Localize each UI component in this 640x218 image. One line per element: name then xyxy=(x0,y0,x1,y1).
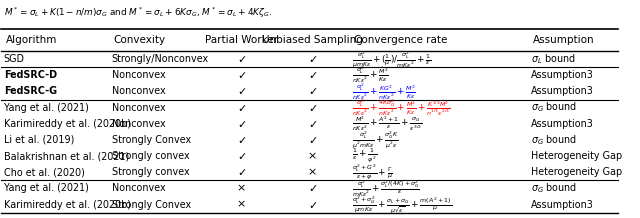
Text: Algorithm: Algorithm xyxy=(6,35,57,45)
Text: Assumption: Assumption xyxy=(533,35,595,45)
Text: Nonconvex: Nonconvex xyxy=(112,103,166,113)
Text: Strongly Convex: Strongly Convex xyxy=(112,200,191,209)
Text: Assumption3: Assumption3 xyxy=(531,70,594,80)
Text: $\checkmark$: $\checkmark$ xyxy=(237,119,246,129)
Text: FedSRC-D: FedSRC-D xyxy=(4,70,57,80)
Text: Cho et al. (2020): Cho et al. (2020) xyxy=(4,167,84,177)
Text: Partial Worker: Partial Worker xyxy=(205,35,278,45)
Text: $\frac{1}{\epsilon} + \frac{1}{\varphi^2}$: $\frac{1}{\epsilon} + \frac{1}{\varphi^2… xyxy=(353,147,378,165)
Text: $\times$: $\times$ xyxy=(307,167,317,177)
Text: $\frac{\sigma_L^2}{nK\epsilon^2} + \frac{4K\sigma_G^2}{nK\epsilon^2} + \frac{\do: $\frac{\sigma_L^2}{nK\epsilon^2} + \frac… xyxy=(353,97,451,118)
Text: Convexity: Convexity xyxy=(113,35,166,45)
Text: Nonconvex: Nonconvex xyxy=(112,119,166,129)
Text: $\sigma_G$ bound: $\sigma_G$ bound xyxy=(531,133,577,147)
Text: $\checkmark$: $\checkmark$ xyxy=(237,86,246,96)
Text: Assumption3: Assumption3 xyxy=(531,200,594,209)
Text: $\checkmark$: $\checkmark$ xyxy=(308,70,317,80)
Text: Convergence rate: Convergence rate xyxy=(354,35,447,45)
Text: Strongly Convex: Strongly Convex xyxy=(112,135,191,145)
Text: Unbiased Sampling: Unbiased Sampling xyxy=(262,35,363,45)
Text: $\checkmark$: $\checkmark$ xyxy=(308,86,317,96)
Text: $\frac{\sigma_L^2}{\mu m K\epsilon} + (\frac{1}{\mu}) / \frac{\sigma_L^2}{mK\eps: $\frac{\sigma_L^2}{\mu m K\epsilon} + (\… xyxy=(353,49,431,69)
Text: $\checkmark$: $\checkmark$ xyxy=(308,119,317,129)
Text: $\checkmark$: $\checkmark$ xyxy=(237,103,246,113)
Text: Karimireddy et al. (2020b): Karimireddy et al. (2020b) xyxy=(4,119,131,129)
Text: $\checkmark$: $\checkmark$ xyxy=(308,103,317,113)
Text: Karimireddy et al. (2020b): Karimireddy et al. (2020b) xyxy=(4,200,131,209)
Text: $\frac{\sigma_L^2}{mK\epsilon^2} + \frac{\sigma_L^2/(4K)+\sigma_G^2}{\epsilon}$: $\frac{\sigma_L^2}{mK\epsilon^2} + \frac… xyxy=(353,178,420,199)
Text: $\times$: $\times$ xyxy=(236,183,246,194)
Text: $\sigma_G$ bound: $\sigma_G$ bound xyxy=(531,182,577,195)
Text: $\frac{\sigma_L^2}{nK\epsilon^2} + \frac{\dot{M}^2}{K\epsilon}$: $\frac{\sigma_L^2}{nK\epsilon^2} + \frac… xyxy=(353,65,389,85)
Text: FedSRC-G: FedSRC-G xyxy=(4,86,57,96)
Text: $\checkmark$: $\checkmark$ xyxy=(308,135,317,145)
Text: $\checkmark$: $\checkmark$ xyxy=(237,54,246,64)
Text: Balakrishnan et al. (2021): Balakrishnan et al. (2021) xyxy=(4,151,129,161)
Text: Nonconvex: Nonconvex xyxy=(112,70,166,80)
Text: $M^* = \sigma_L + K(1 - n/m)\sigma_G$ and $M^* = \sigma_L + 6K\sigma_G$, $M^* = : $M^* = \sigma_L + K(1 - n/m)\sigma_G$ an… xyxy=(4,6,272,20)
Text: Heterogeneity Gap: Heterogeneity Gap xyxy=(531,151,622,161)
Text: $\frac{\sigma_L^2 + \sigma_G^2}{\mu m K\epsilon} + \frac{\sigma_L + \sigma_G}{\m: $\frac{\sigma_L^2 + \sigma_G^2}{\mu m K\… xyxy=(353,194,452,215)
Text: Li et al. (2019): Li et al. (2019) xyxy=(4,135,74,145)
Text: Strongly convex: Strongly convex xyxy=(112,167,189,177)
Text: $\checkmark$: $\checkmark$ xyxy=(308,200,317,209)
Text: $\checkmark$: $\checkmark$ xyxy=(308,183,317,193)
Text: Strongly convex: Strongly convex xyxy=(112,151,189,161)
Text: $\checkmark$: $\checkmark$ xyxy=(237,151,246,161)
Text: $\times$: $\times$ xyxy=(307,151,317,161)
Text: Nonconvex: Nonconvex xyxy=(112,86,166,96)
Text: SGD: SGD xyxy=(4,54,25,64)
Text: $\checkmark$: $\checkmark$ xyxy=(237,135,246,145)
Text: $\checkmark$: $\checkmark$ xyxy=(237,70,246,80)
Text: Heterogeneity Gap: Heterogeneity Gap xyxy=(531,167,622,177)
Text: $\frac{\sigma_L^2}{\mu^2 m K\epsilon} + \frac{\sigma_G^2 K}{\mu^2 \epsilon}$: $\frac{\sigma_L^2}{\mu^2 m K\epsilon} + … xyxy=(353,129,399,150)
Text: $\checkmark$: $\checkmark$ xyxy=(308,54,317,64)
Text: $\frac{\sigma_L^2 + G^2}{\epsilon + \varphi} + \frac{\Gamma}{\mu}$: $\frac{\sigma_L^2 + G^2}{\epsilon + \var… xyxy=(353,163,394,182)
Text: Yang et al. (2021): Yang et al. (2021) xyxy=(4,103,89,113)
Text: $\times$: $\times$ xyxy=(236,199,246,210)
Text: Strongly/Nonconvex: Strongly/Nonconvex xyxy=(112,54,209,64)
Text: $\checkmark$: $\checkmark$ xyxy=(237,167,246,177)
Text: Assumption3: Assumption3 xyxy=(531,119,594,129)
Text: $\frac{M^2}{nK\epsilon^2} + \frac{A^2+1}{\epsilon} + \frac{\sigma_G}{\epsilon^{3: $\frac{M^2}{nK\epsilon^2} + \frac{A^2+1}… xyxy=(353,114,423,133)
Text: $\frac{\sigma_L^2}{nK\epsilon^2} + \frac{KG^2}{nK\epsilon^2} + \frac{M^2}{K\epsi: $\frac{\sigma_L^2}{nK\epsilon^2} + \frac… xyxy=(353,81,417,102)
Text: Assumption3: Assumption3 xyxy=(531,86,594,96)
Text: $\sigma_L$ bound: $\sigma_L$ bound xyxy=(531,52,576,66)
Text: Yang et al. (2021): Yang et al. (2021) xyxy=(4,183,89,193)
Text: Nonconvex: Nonconvex xyxy=(112,183,166,193)
Text: $\sigma_G$ bound: $\sigma_G$ bound xyxy=(531,101,577,114)
